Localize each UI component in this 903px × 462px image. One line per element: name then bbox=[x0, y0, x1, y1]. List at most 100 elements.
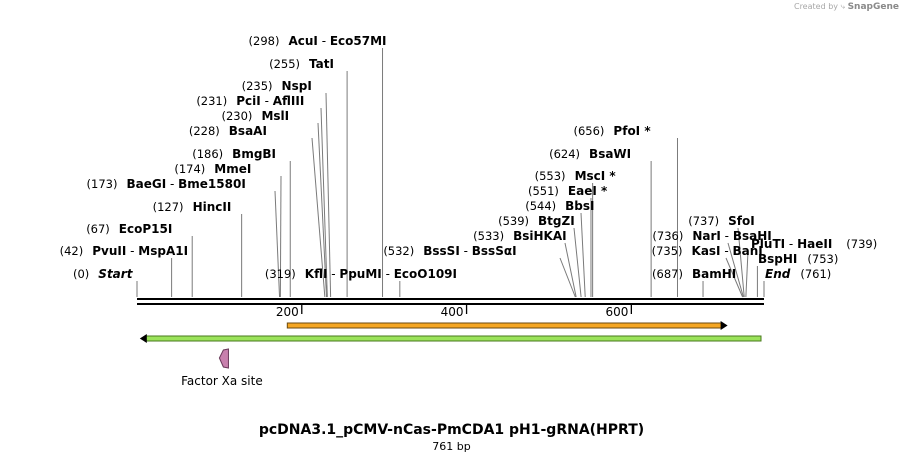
credit-prefix: Created by bbox=[793, 2, 838, 11]
site-separator: - bbox=[318, 34, 330, 48]
site-position: (539) bbox=[498, 214, 529, 228]
site-end-label: End bbox=[765, 267, 791, 281]
site-enzyme-name: BaeGI bbox=[126, 177, 166, 191]
site-enzyme-name: MscI * bbox=[575, 169, 617, 183]
site-enzyme-name: BssSI bbox=[423, 244, 460, 258]
site-enzyme-name: PvuII bbox=[92, 244, 126, 258]
site-stem bbox=[559, 257, 576, 298]
site-stem bbox=[274, 190, 281, 298]
site-label: (231) PciI - AflIII bbox=[196, 94, 304, 108]
site-enzyme-name: BsiHKAI bbox=[513, 229, 567, 243]
snapgene-logo-icon: ⤷ bbox=[840, 2, 846, 11]
site-position: (761) bbox=[800, 267, 831, 281]
site-enzyme-name: EcoP15I bbox=[119, 222, 173, 236]
site-enzyme-name: AflIII bbox=[273, 94, 305, 108]
feature-green-arrow[interactable] bbox=[144, 335, 762, 342]
site-stem bbox=[580, 212, 586, 298]
site-enzyme-name: MslI bbox=[261, 109, 289, 123]
site-position: (127) bbox=[153, 200, 184, 214]
site-label: End (761) bbox=[765, 267, 831, 281]
site-separator: - bbox=[261, 94, 273, 108]
site-label: BspHI (753) bbox=[758, 252, 838, 266]
feature-orange-arrow[interactable] bbox=[286, 322, 723, 329]
site-labels: (0) Start (42) PvuII - MspA1I (67) EcoP15I (12… bbox=[60, 34, 878, 281]
site-stem bbox=[745, 250, 749, 298]
site-position: (551) bbox=[528, 184, 559, 198]
site-label: (624) BsaWI bbox=[549, 147, 631, 161]
feature-factor-xa-site[interactable] bbox=[218, 348, 229, 369]
site-enzyme-name: BanI bbox=[733, 244, 763, 258]
site-enzyme-name: PluTI bbox=[751, 237, 785, 251]
site-enzyme-name: MspA1I bbox=[138, 244, 188, 258]
site-enzyme-name: BmgBI bbox=[232, 147, 276, 161]
site-position: (298) bbox=[249, 34, 280, 48]
site-label: (67) EcoP15I bbox=[86, 222, 172, 236]
site-stem bbox=[317, 122, 328, 298]
site-stem bbox=[325, 92, 332, 298]
site-enzyme-name: EcoO109I bbox=[394, 267, 457, 281]
site-label: (230) MslI bbox=[222, 109, 290, 123]
site-position: (532) bbox=[383, 244, 414, 258]
site-label: (736) NarI - BsaHI bbox=[652, 229, 771, 243]
site-label: (544) BbsI bbox=[525, 199, 594, 213]
ruler-tick-label: 400 bbox=[441, 305, 464, 319]
site-position: (319) bbox=[265, 267, 296, 281]
site-label: (0) Start bbox=[73, 267, 134, 281]
site-enzyme-name: KflI bbox=[305, 267, 328, 281]
site-enzyme-name: PciI bbox=[236, 94, 261, 108]
site-label: (173) BaeGI - Bme1580I bbox=[87, 177, 246, 191]
site-start-label: Start bbox=[98, 267, 133, 281]
site-label: (255) TatI bbox=[269, 57, 334, 71]
arrowhead-icon bbox=[139, 334, 147, 343]
site-stem bbox=[279, 175, 282, 298]
site-position: (230) bbox=[222, 109, 253, 123]
site-stem bbox=[320, 107, 328, 298]
site-position: (228) bbox=[189, 124, 220, 138]
sequence-length: 761 bp bbox=[432, 440, 471, 453]
arrowhead-icon bbox=[720, 321, 728, 330]
site-label: (319) KflI - PpuMI - EcoO109I bbox=[265, 267, 457, 281]
site-label: (42) PvuII - MspA1I bbox=[60, 244, 188, 258]
site-position: (624) bbox=[549, 147, 580, 161]
site-enzyme-name: PpuMI bbox=[339, 267, 381, 281]
site-stem bbox=[727, 242, 744, 298]
ruler-tick-label: 200 bbox=[276, 305, 299, 319]
site-position: (174) bbox=[174, 162, 205, 176]
backbone-top-strand bbox=[137, 298, 764, 300]
site-separator: - bbox=[126, 244, 138, 258]
site-enzyme-name: MmeI bbox=[214, 162, 251, 176]
snapgene-credit: Created by ⤷ SnapGene bbox=[794, 2, 899, 12]
site-position: (255) bbox=[269, 57, 300, 71]
site-label: (687) BamHI bbox=[652, 267, 736, 281]
backbone-bottom-strand bbox=[137, 303, 764, 305]
site-position: (656) bbox=[573, 124, 604, 138]
site-enzyme-name: NarI bbox=[692, 229, 721, 243]
site-enzyme-name: NspI bbox=[282, 79, 312, 93]
site-label: (553) MscI * bbox=[535, 169, 617, 183]
site-separator: - bbox=[721, 229, 733, 243]
site-label: PluTI - HaeII (739) bbox=[751, 237, 877, 251]
site-separator: - bbox=[166, 177, 178, 191]
site-position: (235) bbox=[242, 79, 273, 93]
sequence-title: pcDNA3.1_pCMV-nCas-PmCDA1 pH1-gRNA(HPRT) bbox=[258, 422, 645, 438]
site-label: (656) PfoI * bbox=[573, 124, 651, 138]
feature-label: Factor Xa site bbox=[181, 374, 263, 388]
site-separator: - bbox=[327, 267, 339, 281]
site-label: (539) BtgZI bbox=[498, 214, 575, 228]
site-position: (67) bbox=[86, 222, 110, 236]
site-label: (186) BmgBI bbox=[192, 147, 276, 161]
site-position: (42) bbox=[60, 244, 84, 258]
site-enzyme-name: BtgZI bbox=[538, 214, 575, 228]
credit-brand: SnapGene bbox=[847, 2, 899, 12]
site-separator: - bbox=[460, 244, 472, 258]
site-separator: - bbox=[721, 244, 733, 258]
site-enzyme-name: BspHI bbox=[758, 252, 797, 266]
site-enzyme-name: BssSαI bbox=[472, 244, 517, 258]
site-stems bbox=[136, 48, 765, 298]
site-stem bbox=[737, 227, 745, 298]
site-separator: - bbox=[785, 237, 797, 251]
site-position: (0) bbox=[73, 267, 89, 281]
site-enzyme-name: BsaHI bbox=[733, 229, 772, 243]
site-position: (737) bbox=[688, 214, 719, 228]
